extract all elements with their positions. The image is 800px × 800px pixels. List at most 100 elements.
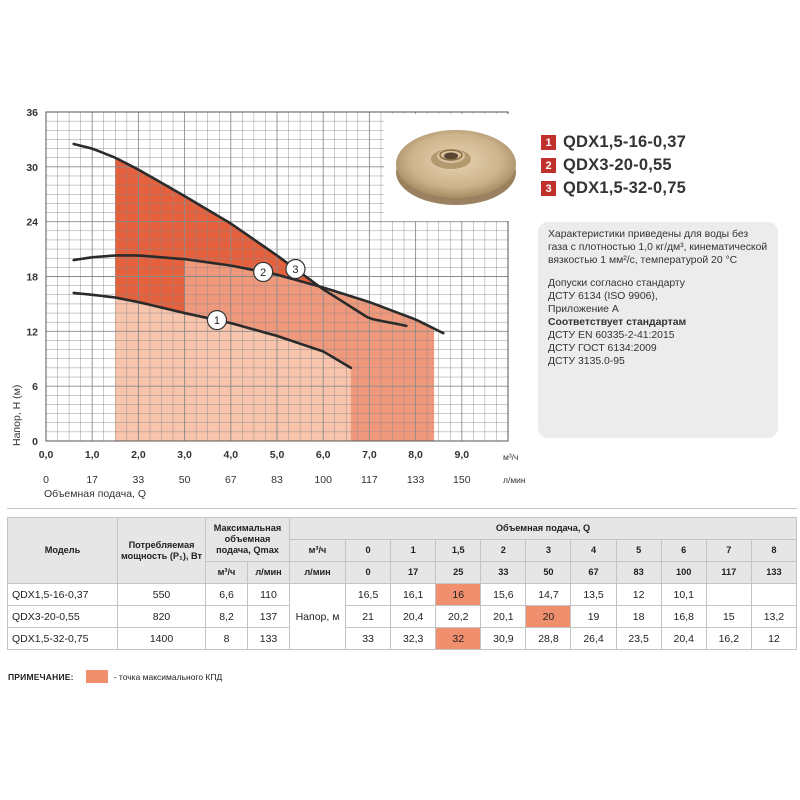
x-tick-label: 3,0 [177, 449, 192, 461]
head-cell: 19 [570, 605, 617, 628]
head-cell: 10,1 [660, 583, 707, 606]
head-cell [750, 583, 798, 606]
legend-label: QDX1,5-16-0,37 [563, 133, 686, 151]
flow-lmin-header: 25 [435, 561, 482, 584]
header-flow: Объемная подача, Q [289, 517, 797, 540]
head-cell: 26,4 [570, 627, 617, 650]
head-cell: 12 [750, 627, 798, 650]
qmax-lmin-cell: 137 [246, 605, 291, 628]
head-cell: 13,5 [570, 583, 617, 606]
impeller-photo [384, 114, 527, 221]
x-axis-label: Объемная подача, Q [44, 488, 146, 500]
info-tolerance-line: ДСТУ 6134 (ISO 9906), [548, 291, 658, 302]
note-swatch [85, 670, 108, 683]
x-tick-label: 4,0 [223, 449, 238, 461]
series-marker [285, 258, 306, 280]
flow-m3-header: 4 [570, 539, 617, 562]
head-cell: 16,8 [660, 605, 707, 628]
flow-m3-header: 3 [525, 539, 572, 562]
legend-badge: 1 [541, 135, 556, 150]
head-cell: 16,1 [390, 583, 437, 606]
head-cell: 18 [615, 605, 662, 628]
series-marker-label: 3 [292, 264, 298, 276]
flow-lmin-header: 133 [750, 561, 798, 584]
x-unit-top: м³/ч [503, 452, 518, 462]
head-cell: 13,2 [750, 605, 798, 628]
region-1 [115, 297, 351, 441]
power-cell: 820 [117, 605, 206, 628]
flow-m3-header: 1 [390, 539, 437, 562]
head-cell: 32 [435, 627, 482, 650]
head-cell: 14,7 [525, 583, 572, 606]
x-tick-lmin-label: 83 [271, 474, 283, 486]
x-tick-label: 5,0 [270, 449, 285, 461]
series-line-3 [72, 142, 408, 328]
x-tick-lmin-label: 0 [43, 474, 49, 486]
y-tick-label: 12 [26, 326, 38, 338]
x-tick-lmin-label: 100 [314, 474, 332, 486]
table-row: QDX3-20-0,55 820 8,2 137 21 20,4 20,2 20,1 20 19 1… [7, 605, 798, 628]
head-cell: 16 [435, 583, 482, 606]
y-tick-label: 18 [26, 272, 38, 284]
info-box: Характеристики приведены для воды без га… [538, 222, 778, 438]
table-row: QDX1,5-16-0,37 550 6,6 110 Напор, м 16,5 16,1 1… [7, 583, 798, 650]
model-cell: QDX1,5-32-0,75 [7, 627, 118, 650]
x-tick-lmin-label: 133 [407, 474, 425, 486]
y-tick-label: 24 [26, 217, 38, 229]
info-standard-line: ДСТУ EN 60335-2-41:2015 [548, 330, 675, 341]
y-tick-label: 6 [32, 381, 38, 393]
legend-label: QDX1,5-32-0,75 [563, 179, 686, 197]
flow-m3-header: 1,5 [435, 539, 482, 562]
qmax-m3-cell: 8 [205, 627, 248, 650]
header-qmax: Максимальная объемная подача, Qmax [204, 517, 291, 562]
legend-badge: 3 [541, 181, 556, 196]
x-tick-lmin-label: 150 [453, 474, 471, 486]
x-tick-lmin-label: 117 [361, 474, 378, 486]
flow-m3-header: 8 [750, 539, 798, 562]
series-marker-label: 2 [260, 267, 266, 279]
note-text: - точка максимального КПД [113, 671, 223, 682]
head-label-cell: Напор, м [289, 583, 347, 650]
spec-table: Модель Потребляемая мощность (P₁), Вт Ма… [7, 517, 798, 650]
head-cell: 30,9 [480, 627, 527, 650]
head-cell: 16,2 [705, 627, 752, 650]
head-cell: 20,1 [480, 605, 527, 628]
x-tick-label: 9,0 [454, 449, 469, 461]
x-tick-lmin-label: 67 [225, 474, 237, 486]
qmax-m3-cell: 8,2 [205, 605, 248, 628]
flow-lmin-header: 33 [480, 561, 527, 584]
legend-item: 2 QDX3-20-0,55 [541, 154, 686, 177]
legend-badge: 2 [541, 158, 556, 173]
flow-m3-header: 6 [660, 539, 707, 562]
note-label: ПРИМЕЧАНИЕ: [8, 671, 74, 682]
head-cell: 23,5 [615, 627, 662, 650]
series-marker [206, 309, 228, 331]
flow-m3-header: 5 [615, 539, 662, 562]
head-cell: 33 [345, 627, 392, 650]
head-cell: 20,4 [660, 627, 707, 650]
flow-lmin-header: 67 [570, 561, 617, 584]
series-marker-label: 1 [214, 315, 220, 327]
x-tick-label: 2,0 [131, 449, 146, 461]
legend-item: 3 QDX1,5-32-0,75 [541, 177, 686, 200]
y-tick-label: 30 [26, 162, 38, 174]
power-cell: 550 [117, 583, 206, 606]
flow-lmin-header: 50 [525, 561, 572, 584]
x-tick-label: 0,0 [39, 449, 54, 461]
power-cell: 1400 [117, 627, 206, 650]
legend-label: QDX3-20-0,55 [563, 156, 672, 174]
x-tick-label: 8,0 [408, 449, 423, 461]
flow-lmin-header: 17 [390, 561, 437, 584]
head-cell: 21 [345, 605, 392, 628]
model-cell: QDX1,5-16-0,37 [7, 583, 118, 606]
flow-lmin-header: 117 [705, 561, 752, 584]
header-power: Потребляемая мощность (P₁), Вт [117, 517, 206, 584]
head-cell: 32,3 [390, 627, 437, 650]
info-conditions: Характеристики приведены для воды без га… [548, 229, 768, 266]
flow-unit-lmin: л/мин [289, 561, 347, 584]
x-unit-bottom: л/мин [503, 475, 526, 485]
flow-m3-header: 0 [345, 539, 392, 562]
series-marker [253, 261, 274, 283]
head-cell [705, 583, 752, 606]
